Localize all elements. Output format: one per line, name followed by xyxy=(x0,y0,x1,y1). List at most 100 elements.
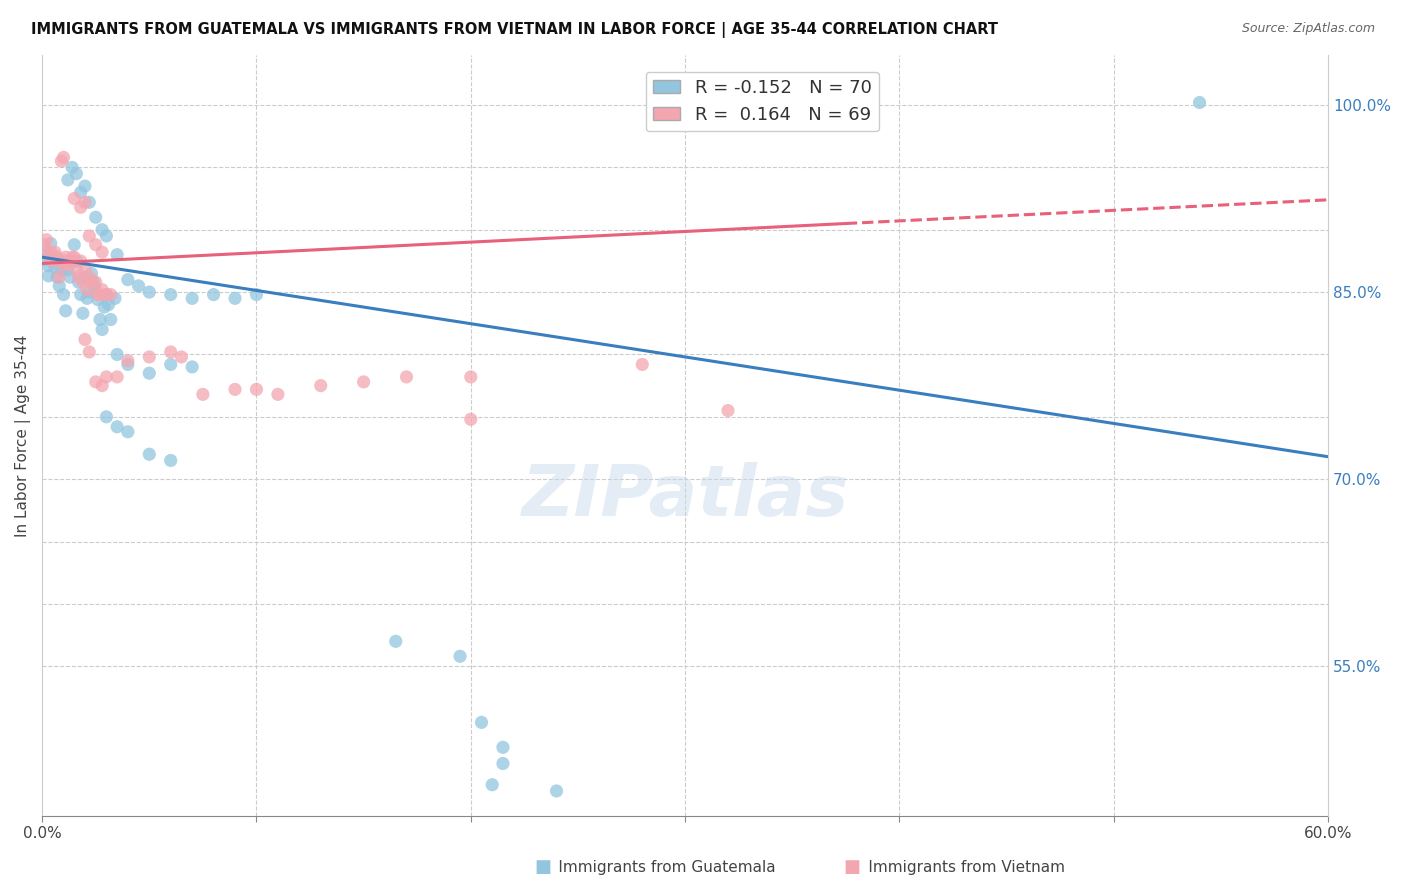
Point xyxy=(159,358,181,372)
Point xyxy=(138,350,160,364)
Point xyxy=(105,347,128,361)
Point xyxy=(91,223,114,237)
Point xyxy=(42,250,65,264)
Point xyxy=(117,353,139,368)
Point xyxy=(69,254,91,268)
Point xyxy=(224,383,246,397)
Point xyxy=(460,412,482,426)
Point xyxy=(91,322,114,336)
Point xyxy=(38,248,60,262)
Text: Source: ZipAtlas.com: Source: ZipAtlas.com xyxy=(1241,22,1375,36)
Point xyxy=(65,167,87,181)
Point xyxy=(77,270,100,285)
Point xyxy=(546,784,568,798)
Point xyxy=(52,254,75,268)
Text: Immigrants from Guatemala: Immigrants from Guatemala xyxy=(534,861,776,875)
Text: IMMIGRANTS FROM GUATEMALA VS IMMIGRANTS FROM VIETNAM IN LABOR FORCE | AGE 35-44 : IMMIGRANTS FROM GUATEMALA VS IMMIGRANTS … xyxy=(31,22,998,38)
Point xyxy=(1188,95,1211,110)
Point xyxy=(87,293,110,307)
Point xyxy=(100,287,122,301)
Point xyxy=(717,403,740,417)
Point xyxy=(84,237,107,252)
Point xyxy=(59,254,82,268)
Point xyxy=(89,287,111,301)
Point xyxy=(65,262,87,277)
Point xyxy=(38,268,60,283)
Point xyxy=(84,283,107,297)
Point xyxy=(100,312,122,326)
Point xyxy=(35,245,58,260)
Point xyxy=(224,291,246,305)
Point xyxy=(55,250,77,264)
Point xyxy=(76,283,98,297)
Point xyxy=(97,297,120,311)
Point xyxy=(63,250,86,264)
Point xyxy=(56,262,79,277)
Point xyxy=(96,370,118,384)
Point xyxy=(35,233,58,247)
Point xyxy=(104,291,127,305)
Point xyxy=(73,179,96,194)
Point xyxy=(96,287,118,301)
Text: ■: ■ xyxy=(844,858,860,876)
Point xyxy=(39,245,62,260)
Point xyxy=(72,275,94,289)
Point xyxy=(91,245,114,260)
Point xyxy=(824,95,846,110)
Point xyxy=(69,287,91,301)
Point xyxy=(46,270,69,285)
Point xyxy=(51,154,73,169)
Point xyxy=(38,259,60,273)
Point xyxy=(51,254,73,268)
Point xyxy=(32,252,55,267)
Point xyxy=(73,195,96,210)
Point xyxy=(631,358,654,372)
Text: ZIPatlas: ZIPatlas xyxy=(522,462,849,531)
Point xyxy=(60,255,83,269)
Point xyxy=(39,236,62,251)
Point xyxy=(67,270,90,285)
Point xyxy=(782,95,804,110)
Point xyxy=(87,287,110,301)
Point xyxy=(77,345,100,359)
Point xyxy=(384,634,406,648)
Point xyxy=(96,229,118,244)
Point xyxy=(52,150,75,164)
Point xyxy=(93,300,115,314)
Point xyxy=(48,270,70,285)
Point xyxy=(63,237,86,252)
Point xyxy=(65,254,87,268)
Point xyxy=(460,370,482,384)
Point xyxy=(80,266,103,280)
Point xyxy=(32,237,55,252)
Point xyxy=(105,370,128,384)
Y-axis label: In Labor Force | Age 35-44: In Labor Force | Age 35-44 xyxy=(15,334,31,537)
Point xyxy=(470,715,492,730)
Point xyxy=(51,262,73,277)
Point xyxy=(44,245,66,260)
Point xyxy=(117,425,139,439)
Point xyxy=(191,387,214,401)
Point xyxy=(69,186,91,200)
Point xyxy=(159,287,181,301)
Point xyxy=(73,270,96,285)
Point xyxy=(52,287,75,301)
Point xyxy=(138,447,160,461)
Point xyxy=(60,250,83,264)
Point xyxy=(39,252,62,267)
Point xyxy=(181,291,204,305)
Point xyxy=(84,375,107,389)
Point xyxy=(55,303,77,318)
Point xyxy=(56,173,79,187)
Point xyxy=(59,270,82,285)
Point xyxy=(91,283,114,297)
Point xyxy=(117,358,139,372)
Point xyxy=(96,409,118,424)
Point xyxy=(449,649,471,664)
Point xyxy=(60,161,83,175)
Point xyxy=(80,275,103,289)
Point xyxy=(84,275,107,289)
Point xyxy=(245,287,267,301)
Point xyxy=(77,229,100,244)
Point xyxy=(48,278,70,293)
